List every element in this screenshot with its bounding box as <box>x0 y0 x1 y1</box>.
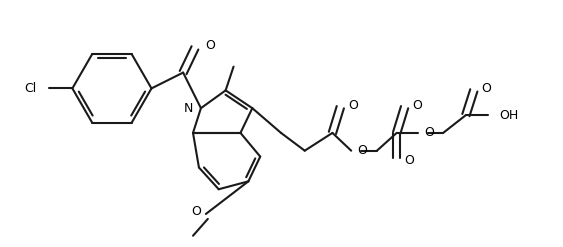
Text: O: O <box>405 154 414 167</box>
Text: O: O <box>357 144 367 157</box>
Text: OH: OH <box>499 109 519 122</box>
Text: Cl: Cl <box>25 82 37 95</box>
Text: O: O <box>425 126 434 139</box>
Text: O: O <box>413 99 422 112</box>
Text: O: O <box>205 39 215 52</box>
Text: N: N <box>184 102 193 115</box>
Text: O: O <box>348 99 358 112</box>
Text: O: O <box>191 206 201 219</box>
Text: O: O <box>482 82 491 95</box>
